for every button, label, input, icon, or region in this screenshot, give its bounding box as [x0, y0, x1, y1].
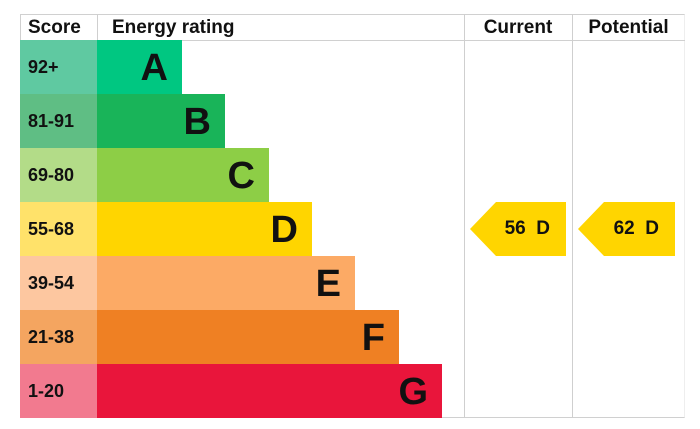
column-divider: [572, 14, 573, 418]
column-divider: [464, 14, 465, 418]
potential-rating-arrow: 62 D: [578, 202, 675, 256]
current-rating-label: 56 D: [504, 218, 550, 239]
score-range-e: 39-54: [20, 256, 97, 310]
rating-bar-a: A: [97, 40, 182, 94]
rating-bar-d: D: [97, 202, 312, 256]
current-rating-arrow: 56 D: [470, 202, 566, 256]
current-header: Current: [483, 17, 553, 38]
potential-header: Potential: [588, 17, 669, 38]
rating-bar-b: B: [97, 94, 225, 148]
rating-bar-g: G: [97, 364, 442, 418]
energy-rating-header: Energy rating: [112, 17, 235, 38]
rating-bar-c: C: [97, 148, 269, 202]
score-header: Score: [28, 17, 81, 38]
potential-rating-label: 62 D: [613, 218, 659, 239]
rating-bar-f: F: [97, 310, 399, 364]
rating-bar-e: E: [97, 256, 355, 310]
score-range-f: 21-38: [20, 310, 97, 364]
header-divider: [20, 40, 685, 41]
score-range-b: 81-91: [20, 94, 97, 148]
score-range-c: 69-80: [20, 148, 97, 202]
score-range-a: 92+: [20, 40, 97, 94]
score-range-g: 1-20: [20, 364, 97, 418]
score-range-d: 55-68: [20, 202, 97, 256]
